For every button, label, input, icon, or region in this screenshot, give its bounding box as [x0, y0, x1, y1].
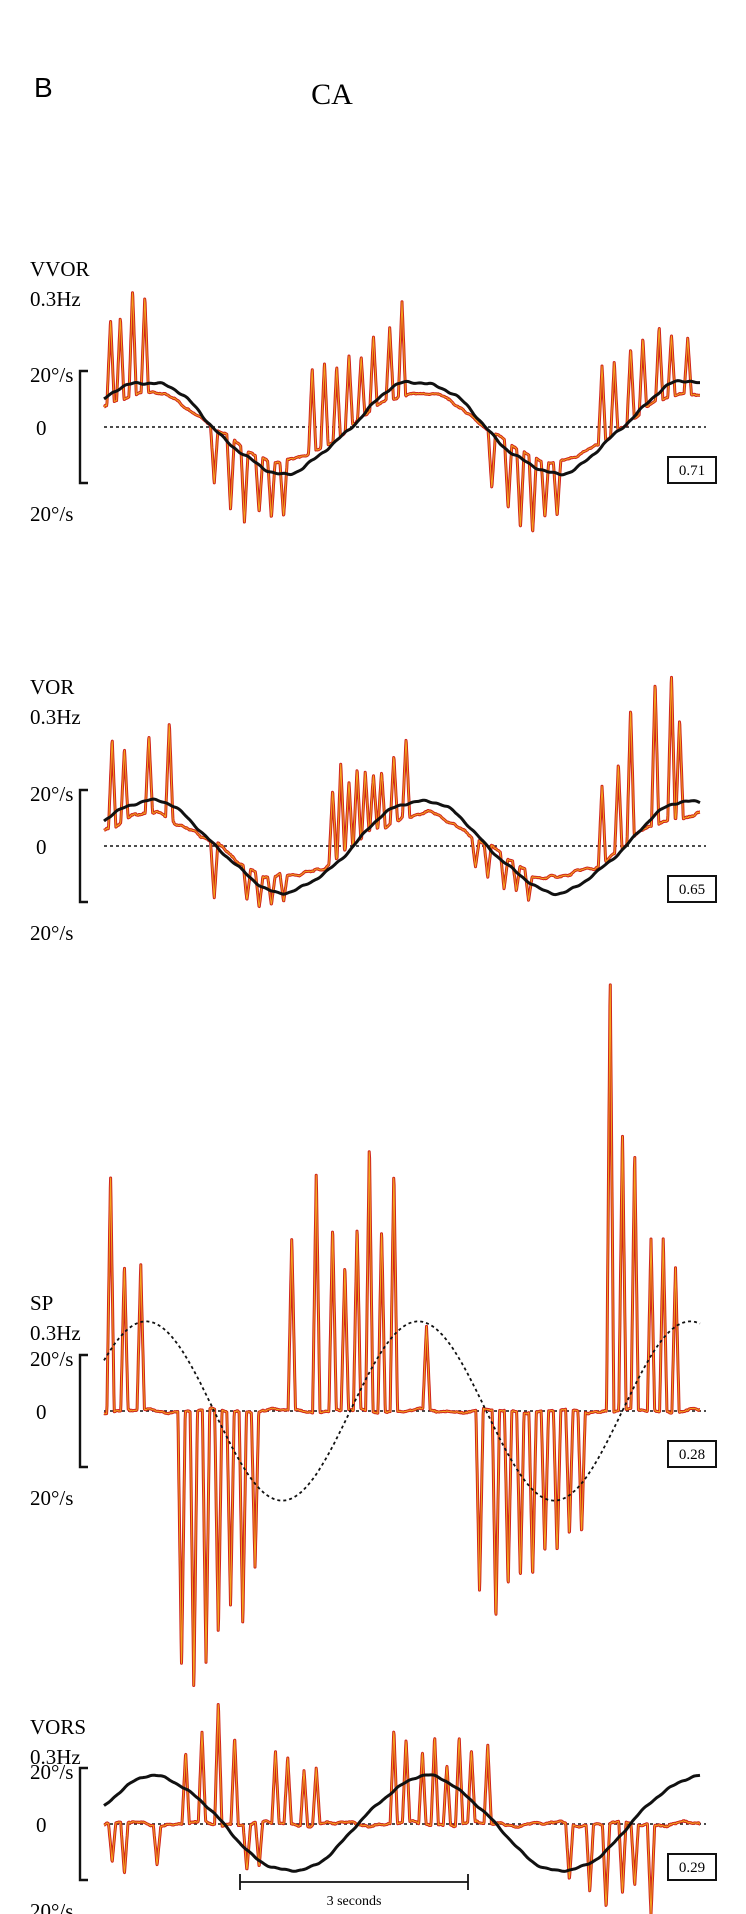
- eye-velocity-trace: [102, 675, 702, 908]
- eye-velocity-trace: [102, 983, 702, 1687]
- scale-top-label: 20°/s: [30, 1347, 73, 1371]
- time-scale-bar: 3 seconds: [239, 1874, 469, 1909]
- eye-velocity-trace-core: [103, 984, 701, 1686]
- gain-box: [667, 1440, 717, 1468]
- eye-velocity-trace: [102, 291, 702, 533]
- gain-box: [667, 875, 717, 903]
- scale-bottom-label: 20°/s: [30, 1899, 73, 1914]
- time-scale-label: 3 seconds: [327, 1894, 382, 1909]
- velocity-scale-bracket: [78, 369, 88, 485]
- stimulus-trace: [103, 1773, 701, 1873]
- velocity-scale-bracket: [78, 1353, 88, 1469]
- gain-value: 0.71: [679, 463, 705, 479]
- frequency-label: 0.3Hz: [30, 705, 81, 729]
- zero-label: 0: [36, 835, 47, 859]
- gain-value: 0.65: [679, 882, 705, 898]
- scale-top-label: 20°/s: [30, 1760, 73, 1784]
- zero-label: 0: [36, 416, 47, 440]
- scale-top-label: 20°/s: [30, 782, 73, 806]
- gain-value: 0.29: [679, 1860, 705, 1876]
- zero-label: 0: [36, 1400, 47, 1424]
- stimulus-trace: [103, 1320, 701, 1502]
- frequency-label: 0.3Hz: [30, 287, 81, 311]
- scale-bottom-label: 20°/s: [30, 1486, 73, 1510]
- zero-label: 0: [36, 1813, 47, 1837]
- condition-label: SP: [30, 1291, 53, 1315]
- scale-bottom-label: 20°/s: [30, 502, 73, 526]
- panel-vvor: VVOR 0.3Hz 20°/s 0 20°/s 0.71: [30, 257, 717, 533]
- stimulus-trace: [103, 379, 700, 477]
- condition-label: VOR: [30, 675, 74, 699]
- scale-top-label: 20°/s: [30, 363, 73, 387]
- gain-box: [667, 1853, 717, 1881]
- eye-velocity-trace-core: [103, 1704, 701, 1914]
- gain-box: [667, 456, 717, 484]
- condition-label: VORS: [30, 1715, 86, 1739]
- condition-label: VVOR: [30, 257, 90, 281]
- scale-bottom-label: 20°/s: [30, 921, 73, 945]
- figure-title: CA: [311, 78, 353, 111]
- velocity-scale-bracket: [78, 788, 88, 904]
- frequency-label: 0.3Hz: [30, 1321, 81, 1345]
- panel-vor: VOR 0.3Hz 20°/s 0 20°/s 0.65: [30, 675, 717, 945]
- panel-letter: B: [34, 72, 53, 103]
- frequency-label: 0.3Hz: [30, 1745, 81, 1769]
- gain-value: 0.28: [679, 1447, 705, 1463]
- velocity-scale-bracket: [78, 1766, 88, 1882]
- stimulus-trace: [103, 797, 701, 897]
- eye-velocity-trace-core: [103, 676, 701, 907]
